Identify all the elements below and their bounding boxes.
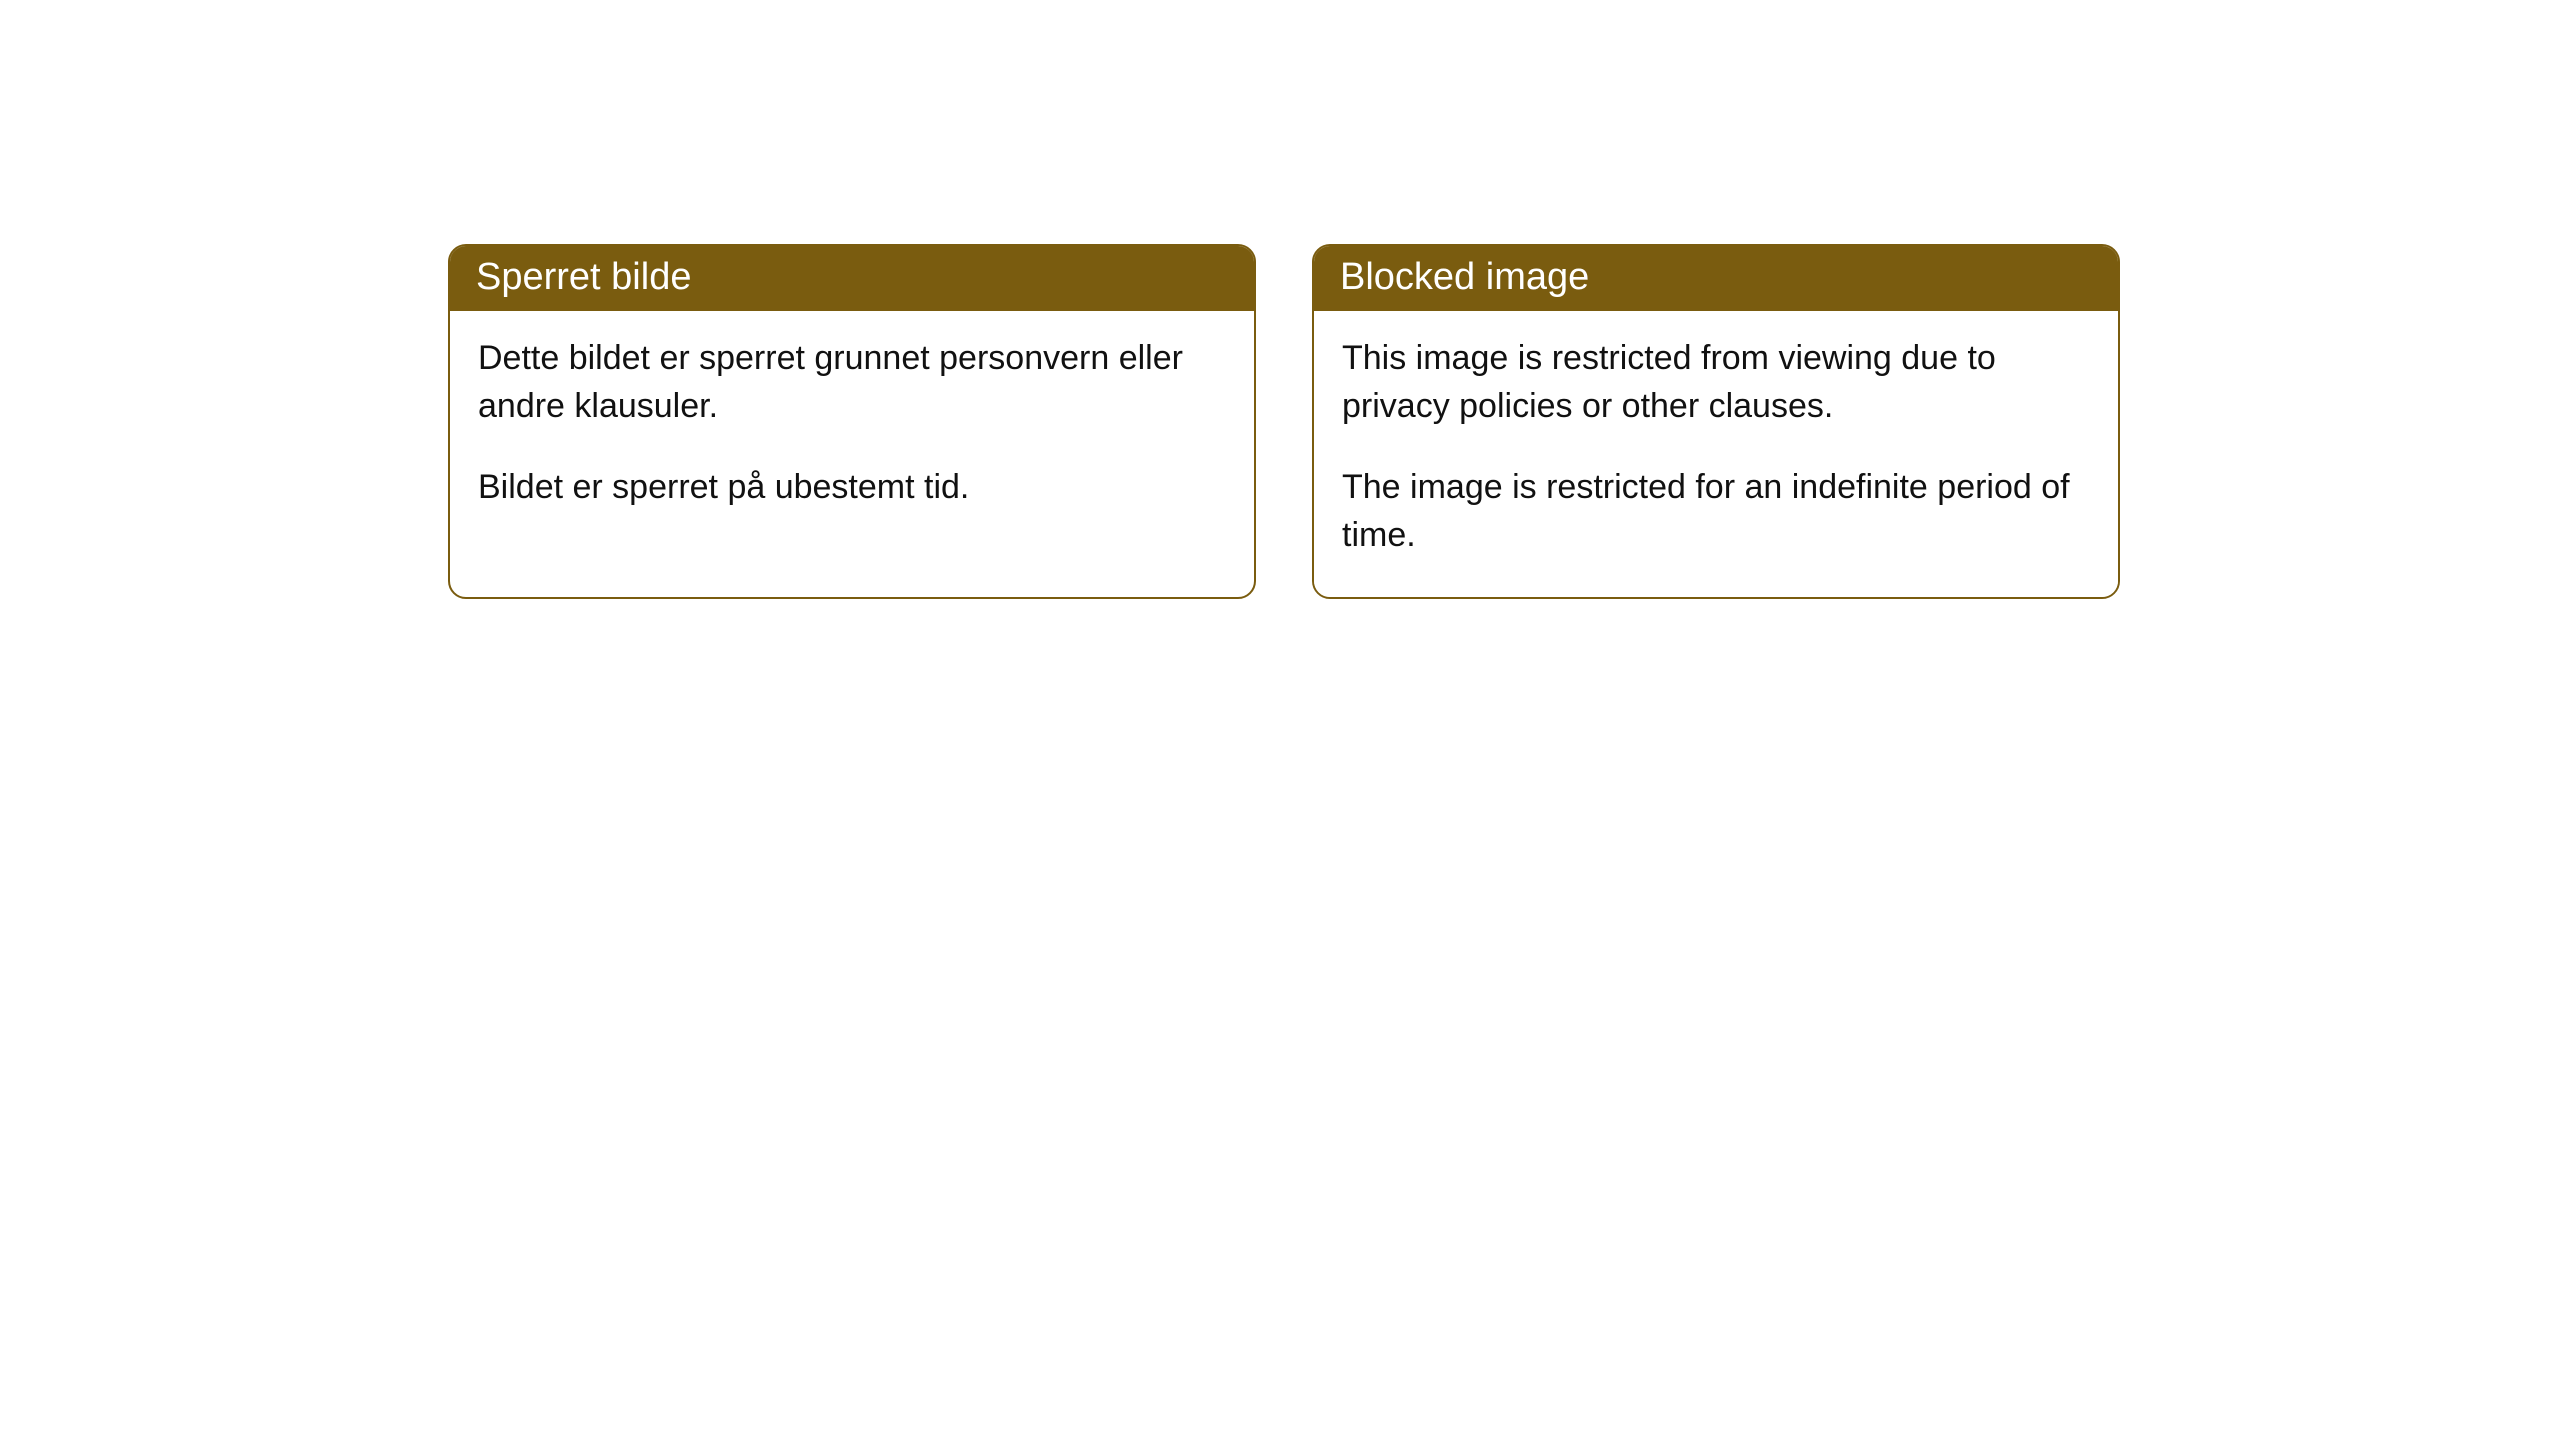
notice-header-english: Blocked image — [1314, 246, 2118, 311]
notice-box-norwegian: Sperret bilde Dette bildet er sperret gr… — [448, 244, 1256, 599]
notice-body-english: This image is restricted from viewing du… — [1314, 311, 2118, 597]
notice-body-norwegian: Dette bildet er sperret grunnet personve… — [450, 311, 1254, 550]
notice-paragraph: Bildet er sperret på ubestemt tid. — [478, 464, 1226, 512]
notice-box-english: Blocked image This image is restricted f… — [1312, 244, 2120, 599]
notice-paragraph: This image is restricted from viewing du… — [1342, 335, 2090, 430]
notice-paragraph: Dette bildet er sperret grunnet personve… — [478, 335, 1226, 430]
notice-paragraph: The image is restricted for an indefinit… — [1342, 464, 2090, 559]
notice-header-norwegian: Sperret bilde — [450, 246, 1254, 311]
notice-container: Sperret bilde Dette bildet er sperret gr… — [0, 0, 2560, 599]
